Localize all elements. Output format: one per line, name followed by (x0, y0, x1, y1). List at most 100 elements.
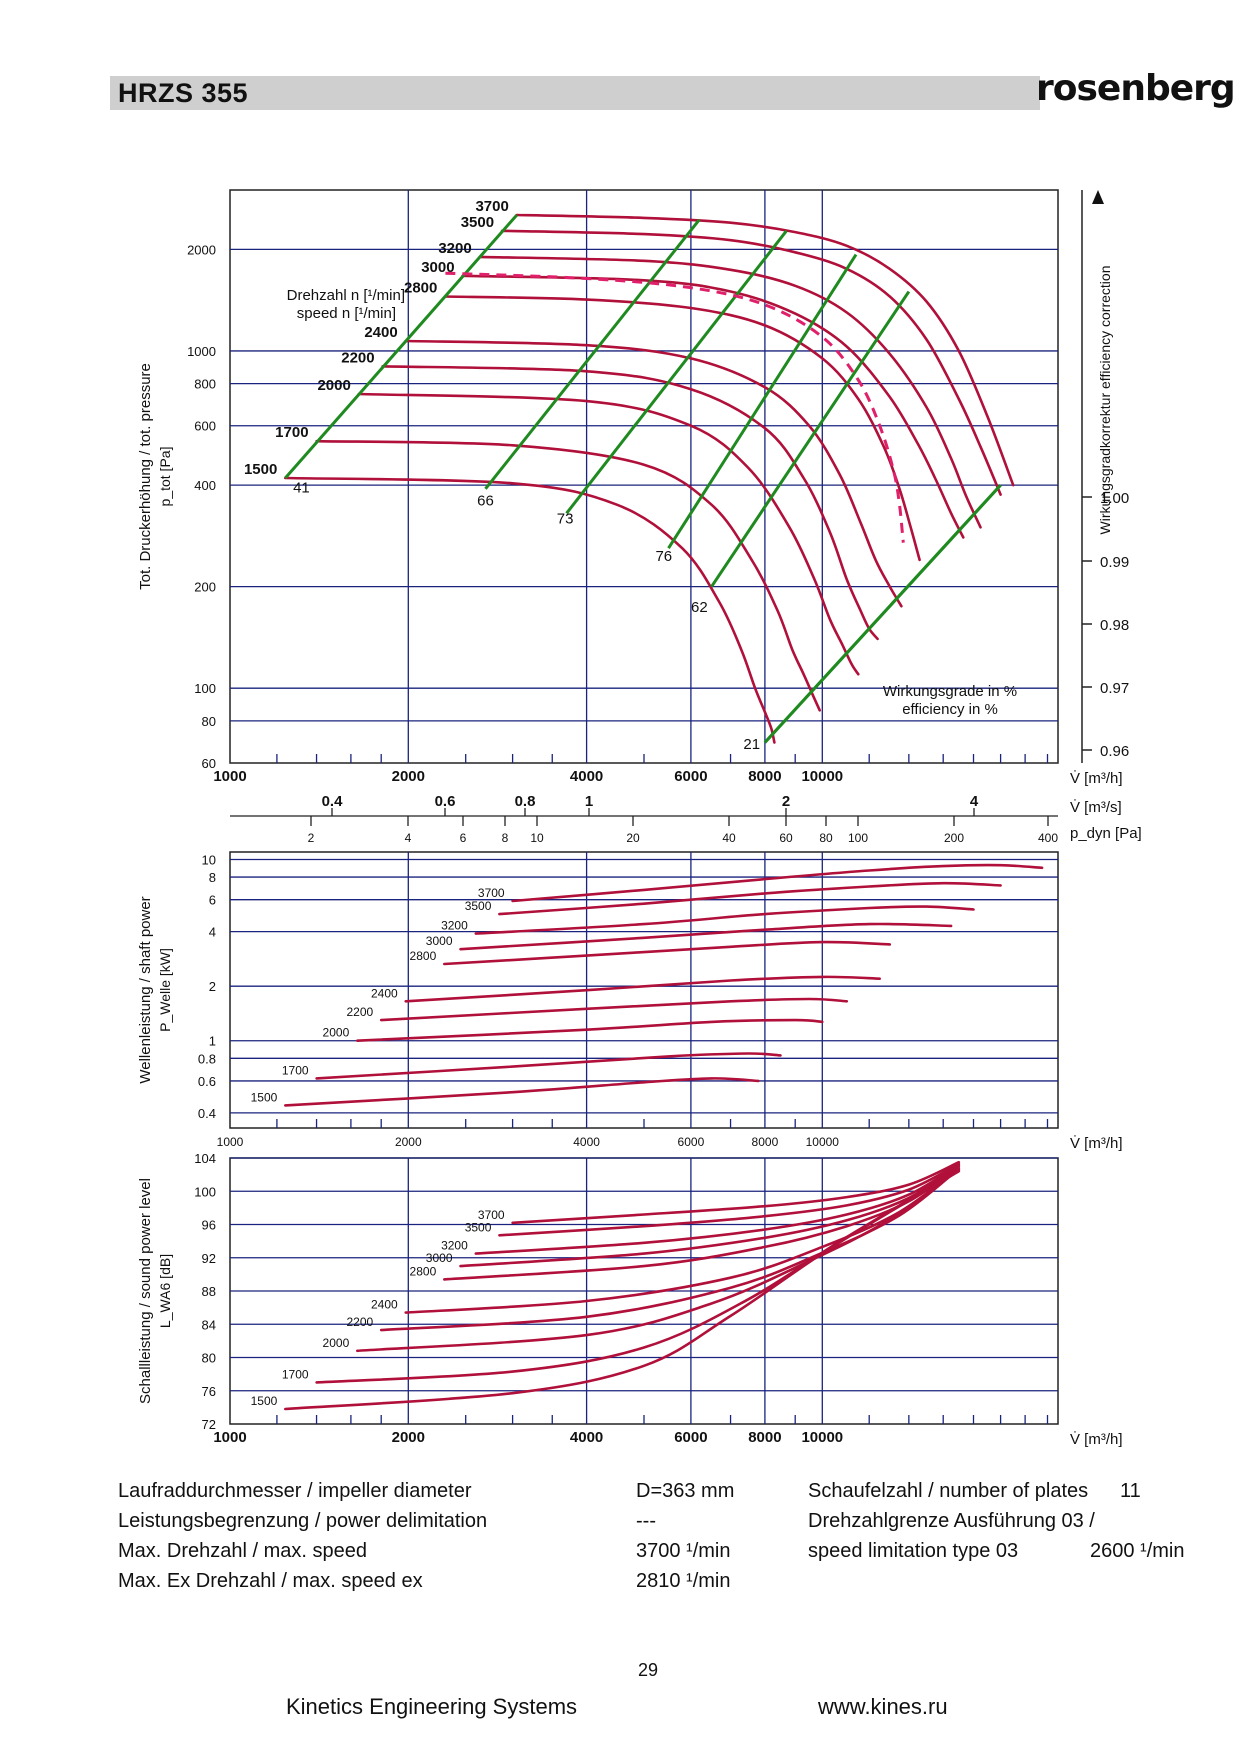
footer-website: www.kines.ru (818, 1694, 948, 1719)
m3s-tick-label: 0.6 (435, 793, 456, 810)
pdyn-tick-label: 60 (779, 831, 793, 845)
pressure-series-label: 3700 (475, 198, 508, 215)
correction-tick-label: 0.97 (1100, 680, 1129, 697)
efficiency-label-en: efficiency in % (902, 701, 998, 718)
efficiency-limit-line (763, 484, 1002, 744)
shaft_power-series-2000 (356, 1018, 824, 1042)
m3s-tick-label: 0.4 (322, 793, 344, 810)
specs-right-values: 11 2600 ¹/min (1090, 1476, 1185, 1566)
shaft_power-series-3000 (459, 922, 953, 951)
pressure-series-2800 (444, 295, 921, 562)
limit-value: 2600 ¹/min (1090, 1540, 1185, 1562)
shaft_power-series-2400 (404, 975, 881, 1003)
pressure-y-tick-label: 800 (194, 377, 216, 392)
pressure-series-3000 (461, 274, 965, 539)
efficiency-value: 73 (557, 510, 574, 527)
pressure-series-3200 (478, 255, 982, 529)
page-title: HRZS 355 (118, 78, 249, 108)
speed-limit-dashed-curve (445, 271, 905, 543)
correction-arrow-icon (1092, 190, 1104, 204)
pdyn-tick-label: 10 (530, 831, 544, 845)
shaft_power-y-tick-label: 0.6 (198, 1074, 216, 1089)
shaft_power-y-tick-label: 0.8 (198, 1051, 216, 1066)
sound_power-y-tick-label: 100 (194, 1184, 216, 1199)
correction-tick-label: 0.98 (1100, 617, 1129, 634)
sound_power-x-tick-label: 4000 (570, 1429, 603, 1446)
sound_power-x-tick-label: 1000 (213, 1429, 246, 1446)
sound_power-y-tick-label: 96 (202, 1218, 216, 1233)
pdyn-tick-label: 100 (848, 831, 868, 845)
brand-logo: rosenberg (1036, 68, 1236, 109)
pressure-series-2400 (404, 339, 903, 608)
correction-tick-label: 1.00 (1100, 490, 1129, 507)
sound_power-series-label: 3000 (426, 1251, 453, 1265)
pressure-y-tick-label: 400 (194, 478, 216, 493)
efficiency-value: 66 (477, 493, 494, 510)
sound_power-series-label: 1500 (251, 1394, 278, 1408)
impeller-label: Laufraddurchmesser / impeller diameter (118, 1480, 472, 1502)
shaft_power-series-label: 3200 (441, 919, 468, 933)
shaft_power-series-1500 (284, 1077, 760, 1107)
power-label: Leistungsbegrenzung / power delimitation (118, 1510, 488, 1532)
sound_power-x-tick-label: 8000 (748, 1429, 781, 1446)
pdyn-tick-label: 2 (308, 831, 315, 845)
shaft_power-x-tick-label: 1000 (217, 1135, 244, 1149)
shaft_power-y-tick-label: 10 (202, 853, 216, 868)
sound_power-series-label: 2200 (346, 1315, 373, 1329)
shaft_power-y-tick-label: 0.4 (198, 1106, 216, 1121)
pressure-y-tick-label: 80 (202, 714, 216, 729)
sound_power-y-axis-unit: L_WA6 [dB] (157, 1254, 173, 1328)
pressure-series-label: 2200 (341, 349, 374, 366)
pressure-y-tick-label: 1000 (187, 344, 216, 359)
shaft_power-x-tick-label: 6000 (678, 1135, 705, 1149)
shaft_power-y-tick-label: 2 (209, 979, 216, 994)
max-ex-value: 2810 ¹/min (636, 1570, 731, 1592)
specs-left-labels: Laufraddurchmesser / impeller diameter L… (118, 1476, 487, 1596)
pressure-series-1500 (284, 476, 776, 744)
shaft_power-series-label: 3000 (426, 934, 453, 948)
shaft_power-x-tick-label: 8000 (752, 1135, 779, 1149)
pressure-series-label: 1500 (244, 461, 277, 478)
shaft_power-y-axis-title: Wellenleistung / shaft power (137, 896, 154, 1083)
pressure-series-1700 (315, 439, 821, 712)
shaft_power-y-tick-label: 1 (209, 1034, 216, 1049)
limit-label-1: Drehzahlgrenze Ausführung 03 / (808, 1510, 1095, 1532)
correction-tick-label: 0.96 (1100, 743, 1129, 760)
shaft_power-series-3200 (474, 905, 975, 935)
sound_power-x-tick-label: 6000 (674, 1429, 707, 1446)
pressure-series-3500 (500, 229, 1002, 496)
shaft_power-series-label: 1700 (282, 1063, 309, 1077)
pressure-series-label: 3200 (438, 240, 471, 257)
power-value: --- (636, 1510, 656, 1532)
sound_power-y-tick-label: 80 (202, 1351, 216, 1366)
pressure-x-axis-unit: V̇ [m³/h] (1070, 770, 1123, 787)
pressure-x-tick-label: 4000 (570, 768, 603, 785)
shaft_power-series-label: 1500 (251, 1090, 278, 1104)
efficiency-value: 41 (293, 480, 310, 497)
shaft_power-series-label: 3700 (478, 886, 505, 900)
pressure-y-tick-label: 60 (202, 756, 216, 771)
pressure-x-tick-label: 1000 (213, 768, 246, 785)
shaft_power-y-tick-label: 4 (209, 925, 216, 940)
sound_power-series-2200 (379, 1167, 961, 1332)
pdyn-tick-label: 200 (944, 831, 964, 845)
shaft_power-y-tick-label: 8 (209, 870, 216, 885)
shaft_power-series-2800 (443, 940, 892, 966)
sound_power-x-axis-unit: V̇ [m³/h] (1070, 1431, 1123, 1448)
max-ex-label: Max. Ex Drehzahl / max. speed ex (118, 1570, 423, 1592)
pressure-series-3700 (515, 213, 1015, 487)
pressure-series-label: 2000 (317, 377, 350, 394)
sound_power-series-label: 2400 (371, 1298, 398, 1312)
pressure-y-tick-label: 100 (194, 681, 216, 696)
shaft_power-series-label: 2200 (346, 1005, 373, 1019)
sound_power-series-3700 (511, 1160, 961, 1225)
pdyn-tick-label: 80 (819, 831, 833, 845)
pressure-y-tick-label: 600 (194, 419, 216, 434)
correction-axis-title: Wirkungsgradkorrektur efficiency correct… (1097, 266, 1113, 535)
sound_power-y-tick-label: 104 (194, 1151, 216, 1166)
pressure-series-2000 (357, 392, 860, 676)
pdyn-tick-label: 6 (460, 831, 467, 845)
shaft_power-x-tick-label: 4000 (573, 1135, 600, 1149)
header-bar (110, 76, 1040, 110)
sound_power-x-tick-label: 2000 (392, 1429, 425, 1446)
